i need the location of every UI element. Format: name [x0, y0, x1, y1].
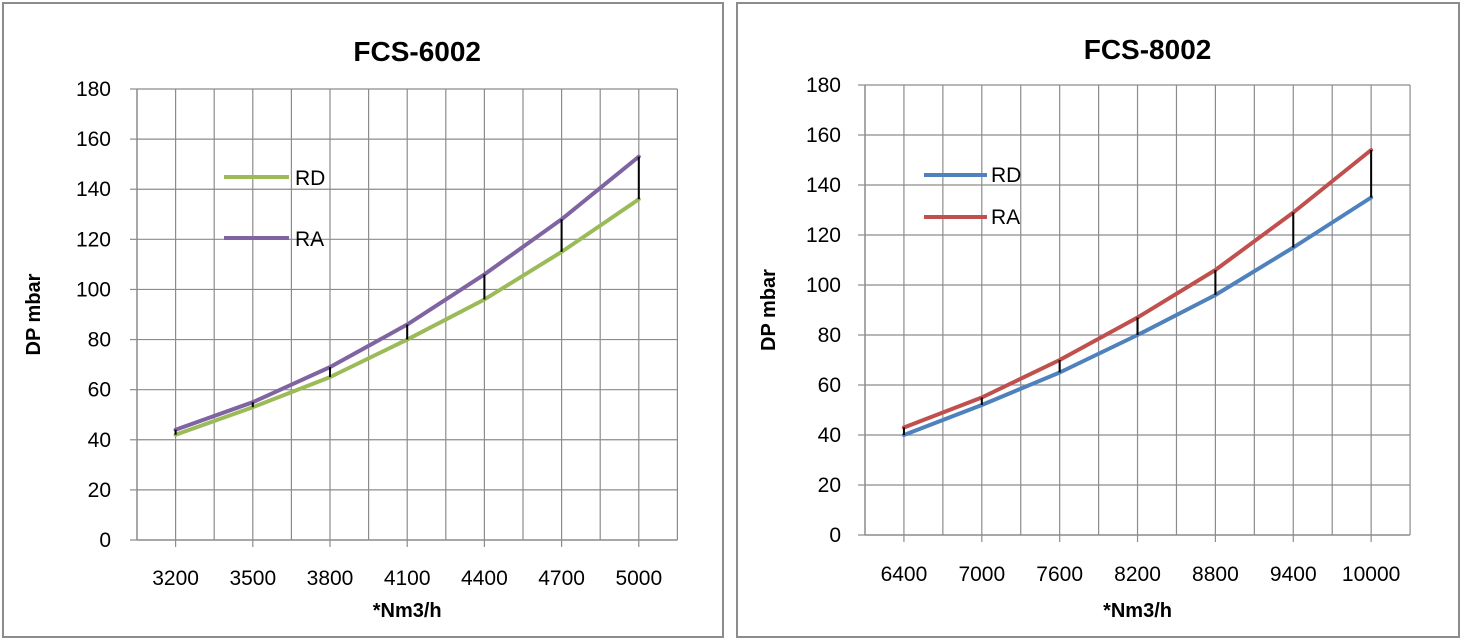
x-tick-label: 9400 — [1270, 563, 1317, 586]
x-tick-label: 10000 — [1342, 563, 1400, 586]
y-tick-label: 120 — [76, 228, 111, 251]
x-tick-label: 3200 — [152, 567, 199, 590]
x-tick-label: 4100 — [384, 567, 431, 590]
chart-svg: 0 20 40 60 80 100 120 140 160 180 6400 7000 7600 8200… — [758, 34, 1411, 622]
y-tick-label: 0 — [99, 529, 111, 552]
y-axis-title: DP mbar — [758, 269, 780, 351]
x-tick-label: 7600 — [1036, 563, 1083, 586]
y-tick-label: 140 — [806, 174, 841, 197]
y-tick-label: 60 — [818, 374, 841, 397]
x-axis-title: *Nm3/h — [1103, 600, 1172, 622]
y-tick-label: 20 — [88, 479, 111, 502]
x-tick-label: 3500 — [229, 567, 276, 590]
y-tick-label: 80 — [88, 329, 111, 352]
y-axis-title: DP mbar — [23, 273, 45, 355]
x-tick-label: 3800 — [307, 567, 354, 590]
legend-label-ra: RA — [295, 228, 324, 251]
x-axis-title: *Nm3/h — [373, 600, 442, 622]
chart-title: FCS-6002 — [353, 36, 481, 67]
x-tick-label: 7000 — [958, 563, 1005, 586]
grid — [130, 88, 679, 547]
y-tick-label: 100 — [76, 278, 111, 301]
chart-svg: 0 20 40 60 80 100 120 140 160 180 3200 3500 3800 4100… — [23, 36, 679, 622]
legend-label-rd: RD — [991, 164, 1021, 187]
legend-label-ra: RA — [991, 206, 1020, 229]
x-tick-label: 6400 — [881, 563, 928, 586]
y-tick-label: 40 — [88, 429, 111, 452]
y-tick-label: 160 — [806, 124, 841, 147]
y-tick-label: 0 — [829, 524, 841, 547]
y-tick-label: 100 — [806, 274, 841, 297]
y-tick-label: 120 — [806, 224, 841, 247]
legend-label-rd: RD — [295, 167, 325, 190]
y-tick-label: 60 — [88, 379, 111, 402]
x-tick-label: 8200 — [1114, 563, 1161, 586]
x-tick-label: 8800 — [1192, 563, 1239, 586]
y-tick-label: 160 — [76, 128, 111, 151]
x-tick-label: 5000 — [615, 567, 662, 590]
y-tick-label: 180 — [76, 78, 111, 101]
x-tick-label: 4400 — [461, 567, 508, 590]
y-tick-label: 140 — [76, 178, 111, 201]
x-tick-label: 4700 — [538, 567, 585, 590]
y-tick-label: 40 — [818, 424, 841, 447]
chart-panel-fcs-6002: 0 20 40 60 80 100 120 140 160 180 3200 3500 3800 4100… — [2, 2, 724, 638]
y-tick-label: 180 — [806, 74, 841, 97]
chart-panel-fcs-8002: 0 20 40 60 80 100 120 140 160 180 6400 7000 7600 8200… — [736, 2, 1460, 638]
y-tick-label: 20 — [818, 474, 841, 497]
chart-title: FCS-8002 — [1084, 34, 1212, 65]
grid — [858, 84, 1411, 542]
y-tick-label: 80 — [818, 324, 841, 347]
